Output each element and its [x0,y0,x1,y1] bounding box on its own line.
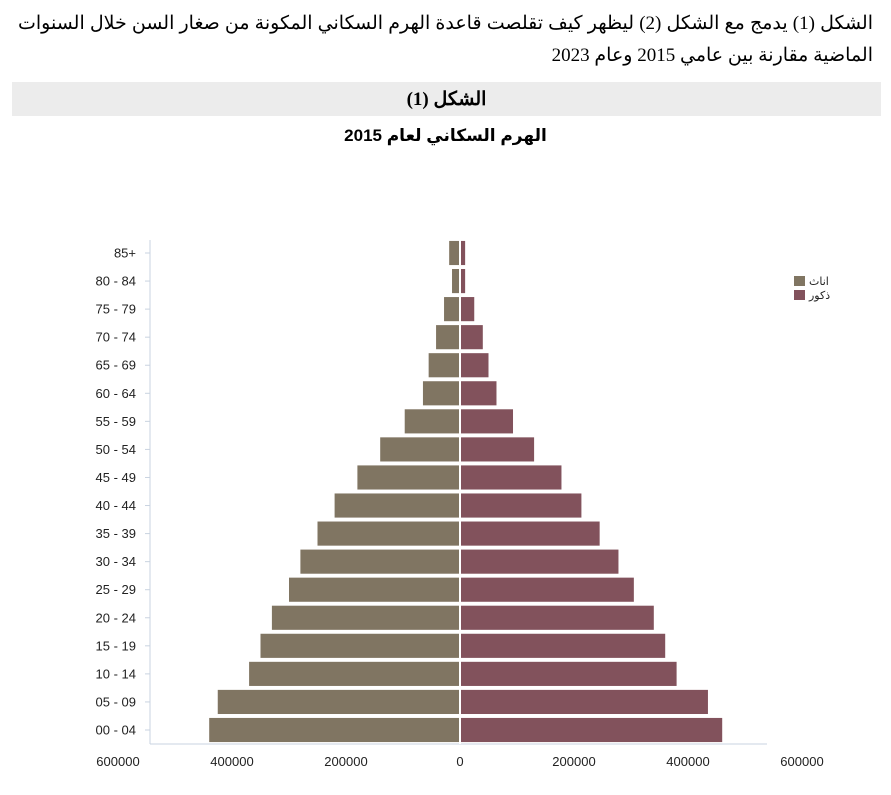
bar-male [461,465,562,490]
bar-female [422,381,459,406]
y-tick-label: 75 - 79 [96,302,136,317]
y-tick-label: 35 - 39 [96,526,136,541]
bar-male [461,381,497,406]
x-tick-label: 200000 [324,754,367,769]
bar-male [461,493,582,518]
bar-female [452,268,459,294]
y-tick-label: 50 - 54 [96,442,136,457]
bar-male [461,409,514,434]
y-tick-label: 10 - 14 [96,666,136,681]
legend-swatch [794,276,805,286]
y-tick-label: 20 - 24 [96,610,136,625]
bar-female [334,493,459,518]
bar-female [380,437,459,462]
y-tick-label: 05 - 09 [96,694,136,709]
bar-male [461,633,666,658]
bar-female [217,689,459,715]
y-tick-label: 85+ [114,246,136,261]
x-tick-label: 600000 [780,754,823,769]
bar-female [404,409,459,434]
bar-male [461,521,600,546]
bar-female [249,661,459,686]
bar-female [289,577,459,602]
bar-male [461,353,489,378]
bar-female [357,465,459,490]
x-tick-label: 400000 [210,754,253,769]
x-tick-label: 600000 [96,754,139,769]
bar-male [461,268,466,294]
bar-female [436,325,459,350]
bar-male [461,605,654,630]
bar-male [461,240,466,266]
y-tick-label: 65 - 69 [96,358,136,373]
bar-female [449,240,459,266]
figure-caption-band: الشكل (1) [12,82,881,116]
bar-male [461,577,634,602]
bar-female [317,521,459,546]
legend-label: ذكور [808,290,830,302]
bar-male [461,437,535,462]
chart-title: الهرم السكاني لعام 2015 [344,126,547,145]
bar-male [461,297,475,322]
bar-female [428,353,459,378]
x-tick-label: 400000 [666,754,709,769]
legend-swatch [794,290,805,300]
y-tick-label: 45 - 49 [96,470,136,485]
y-tick-label: 70 - 74 [96,330,136,345]
y-tick-label: 00 - 04 [96,723,136,738]
bar-female [260,633,459,658]
figure-label: الشكل (1) [406,88,487,110]
bar-male [461,689,708,715]
bar-male [461,549,619,574]
x-tick-label: 0 [456,754,463,769]
bar-male [461,661,677,686]
y-tick-label: 40 - 44 [96,498,136,513]
y-tick-label: 80 - 84 [96,274,136,289]
y-tick-label: 30 - 34 [96,554,136,569]
x-tick-label: 200000 [552,754,595,769]
bar-female [300,549,459,574]
bar-male [461,717,723,743]
intro-paragraph: الشكل (1) يدمج مع الشكل (2) ليظهر كيف تق… [18,13,874,66]
legend-label: اناث [809,276,829,288]
y-tick-label: 15 - 19 [96,638,136,653]
y-tick-label: 55 - 59 [96,414,136,429]
bar-female [444,297,459,322]
y-tick-label: 60 - 64 [96,386,136,401]
bar-female [209,717,459,743]
y-tick-label: 25 - 29 [96,582,136,597]
bar-male [461,325,483,350]
bar-female [271,605,459,630]
